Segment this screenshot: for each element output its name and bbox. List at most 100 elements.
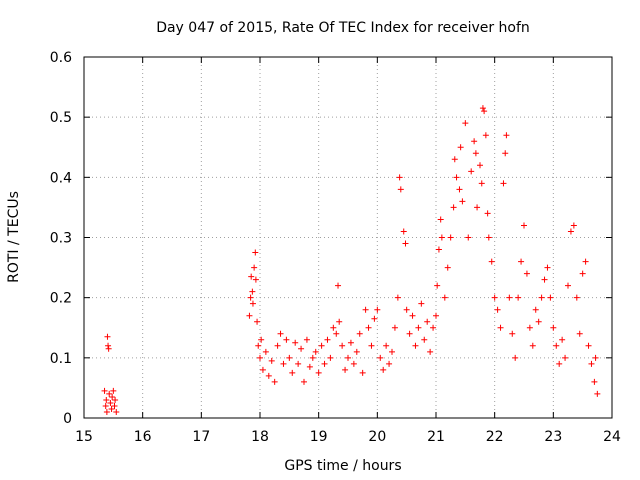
- data-point: [103, 396, 110, 403]
- plot-frame: [83, 56, 613, 419]
- y-tick-labels: 0 0.1 0.2 0.3 0.4 0.5 0.6: [50, 50, 72, 427]
- y-tick-label: 0.1: [50, 351, 72, 367]
- data-point: [491, 294, 498, 301]
- data-point: [550, 324, 557, 331]
- x-tick-label: 19: [310, 429, 328, 445]
- data-point: [106, 390, 113, 397]
- data-point: [465, 234, 472, 241]
- data-point: [471, 138, 478, 145]
- chart-title: Day 047 of 2015, Rate Of TEC Index for r…: [156, 20, 530, 36]
- data-point: [339, 342, 346, 349]
- data-point: [402, 240, 409, 247]
- data-point: [321, 360, 328, 367]
- data-point: [567, 228, 574, 235]
- data-point: [409, 312, 416, 319]
- x-tick-label: 17: [192, 429, 210, 445]
- y-tick-label: 0.5: [50, 110, 72, 126]
- data-point: [515, 294, 522, 301]
- data-point: [512, 354, 519, 361]
- data-point: [456, 186, 463, 193]
- data-point: [488, 258, 495, 265]
- data-point: [252, 249, 259, 256]
- data-point: [415, 324, 422, 331]
- data-point: [377, 354, 384, 361]
- data-point: [259, 366, 266, 373]
- data-point: [103, 408, 110, 415]
- data-point: [391, 324, 398, 331]
- data-point: [497, 324, 504, 331]
- data-point: [484, 210, 491, 217]
- data-point: [277, 330, 284, 337]
- data-point: [453, 174, 460, 181]
- data-point: [353, 348, 360, 355]
- data-point: [459, 198, 466, 205]
- data-point: [286, 354, 293, 361]
- data-point: [365, 324, 372, 331]
- data-point: [301, 378, 307, 385]
- x-tick-label: 18: [251, 429, 269, 445]
- data-point: [485, 234, 492, 241]
- data-point: [482, 132, 489, 139]
- data-point: [350, 360, 357, 367]
- y-tick-label: 0.4: [50, 170, 72, 186]
- data-point: [462, 120, 469, 127]
- data-point: [255, 342, 262, 349]
- data-point: [386, 360, 393, 367]
- data-point: [292, 339, 299, 346]
- data-point: [327, 354, 334, 361]
- data-point: [271, 378, 278, 385]
- data-point: [371, 315, 378, 322]
- data-point: [591, 378, 598, 385]
- data-point: [403, 306, 410, 313]
- data-point: [280, 360, 287, 367]
- data-point: [315, 369, 322, 376]
- data-point: [333, 330, 340, 337]
- data-point: [435, 246, 442, 253]
- data-point: [594, 390, 601, 397]
- data-point: [262, 348, 269, 355]
- data-point: [252, 276, 259, 283]
- data-point: [457, 144, 464, 151]
- data-point: [494, 306, 501, 313]
- data-point: [389, 348, 395, 355]
- data-point: [437, 216, 444, 223]
- data-point: [324, 336, 331, 343]
- data-point: [274, 342, 281, 349]
- data-point: [347, 339, 354, 346]
- data-point: [444, 264, 451, 271]
- data-point: [289, 369, 296, 376]
- data-point: [427, 348, 434, 355]
- data-point: [330, 324, 337, 331]
- data-point: [335, 282, 342, 289]
- x-tick-label: 22: [486, 429, 504, 445]
- data-point: [105, 345, 112, 352]
- data-point: [109, 393, 116, 400]
- data-point: [481, 108, 488, 115]
- data-point: [102, 402, 109, 409]
- data-point: [396, 174, 403, 181]
- data-point: [356, 330, 363, 337]
- data-point: [111, 402, 118, 409]
- x-tick-label: 21: [427, 429, 445, 445]
- data-point: [336, 318, 343, 325]
- data-point: [576, 330, 583, 337]
- data-point: [579, 270, 586, 277]
- data-point: [535, 318, 542, 325]
- data-point: [107, 399, 114, 406]
- data-point: [318, 342, 325, 349]
- data-point: [258, 336, 265, 343]
- data-point: [447, 234, 454, 241]
- data-point: [110, 387, 117, 394]
- data-point: [559, 336, 566, 343]
- data-point: [553, 342, 560, 349]
- data-point: [265, 372, 272, 379]
- data-point: [438, 234, 445, 241]
- data-point: [249, 288, 256, 295]
- data-point: [441, 294, 448, 301]
- data-point: [104, 333, 111, 340]
- data-point: [430, 324, 437, 331]
- data-point: [380, 366, 387, 373]
- data-point: [518, 258, 525, 265]
- data-point: [521, 222, 527, 229]
- x-tick-labels: 15 16 17 18 19 20 21 22 23 24: [75, 429, 621, 445]
